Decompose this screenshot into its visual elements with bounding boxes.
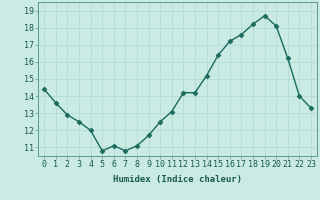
X-axis label: Humidex (Indice chaleur): Humidex (Indice chaleur) xyxy=(113,175,242,184)
